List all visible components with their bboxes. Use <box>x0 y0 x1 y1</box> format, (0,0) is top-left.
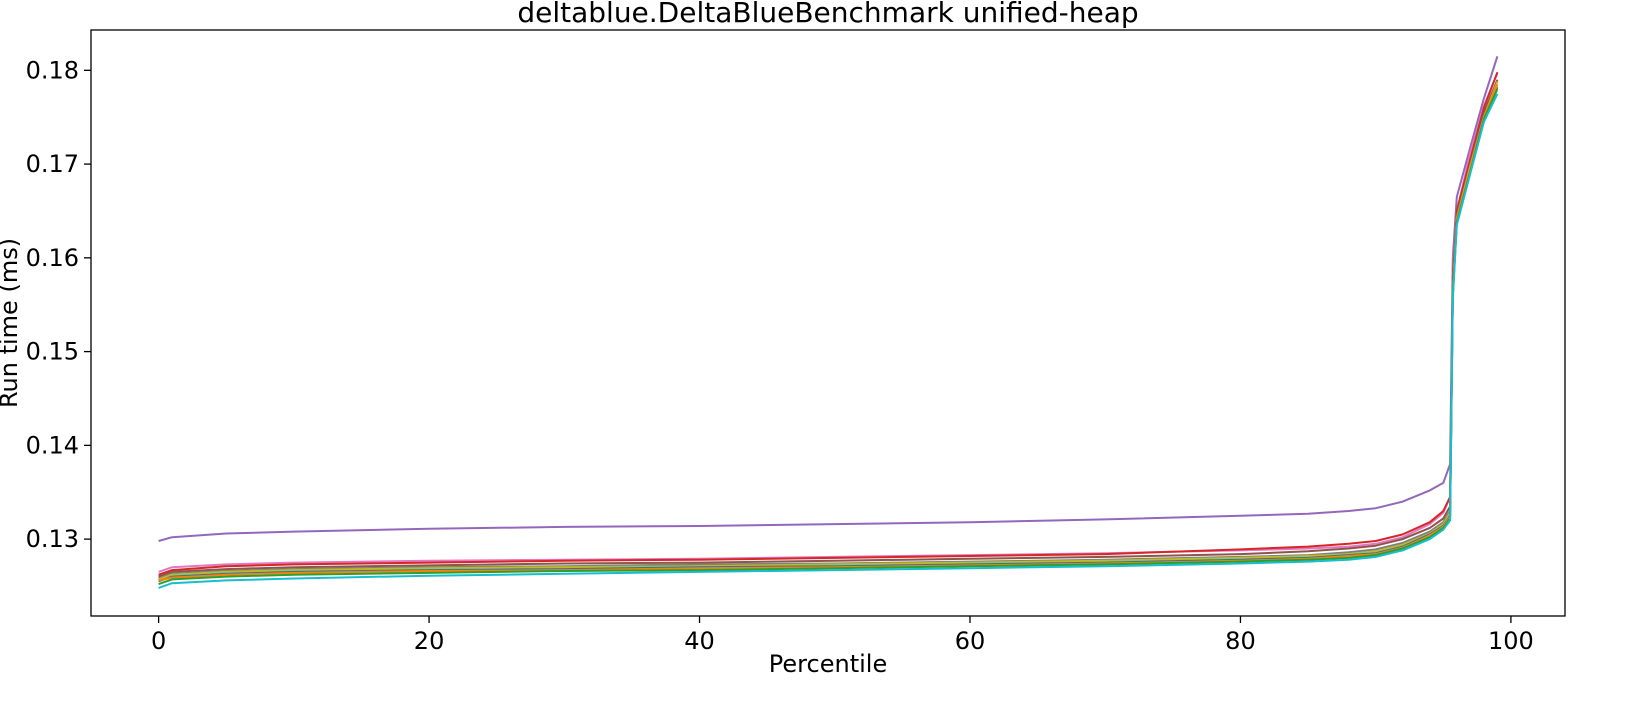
y-tick-label: 0.17 <box>26 150 79 178</box>
x-axis: 0 20 40 60 80 100 <box>151 616 1534 655</box>
x-tick-label: 0 <box>151 627 166 655</box>
x-axis-label: Percentile <box>769 650 887 678</box>
x-tick-label: 80 <box>1225 627 1256 655</box>
y-tick-label: 0.13 <box>26 525 79 553</box>
series-line-10 <box>158 93 1499 589</box>
series-line-5 <box>158 84 1499 580</box>
y-tick-label: 0.16 <box>26 244 79 272</box>
y-tick-label: 0.15 <box>26 338 79 366</box>
series-line-4 <box>158 79 1499 578</box>
series-line-1 <box>158 55 1499 542</box>
series-line-8 <box>158 84 1499 582</box>
x-tick-label: 60 <box>955 627 986 655</box>
x-tick-label: 40 <box>684 627 715 655</box>
plot-frame <box>90 29 1566 617</box>
y-tick-label: 0.18 <box>26 56 79 84</box>
chart-title: deltablue.DeltaBlueBenchmark unified-hea… <box>517 0 1138 29</box>
x-tick-label: 100 <box>1488 627 1534 655</box>
plot-lines <box>158 55 1499 589</box>
series-line-7 <box>158 86 1499 583</box>
y-tick-label: 0.14 <box>26 431 79 459</box>
series-line-3 <box>158 71 1499 576</box>
series-line-2 <box>158 72 1499 573</box>
series-line-6 <box>158 81 1499 581</box>
y-axis: 0.13 0.14 0.15 0.16 0.17 0.18 <box>26 56 91 553</box>
y-axis-label: Run time (ms) <box>0 238 23 408</box>
x-tick-label: 20 <box>414 627 445 655</box>
series-line-9 <box>158 88 1499 586</box>
